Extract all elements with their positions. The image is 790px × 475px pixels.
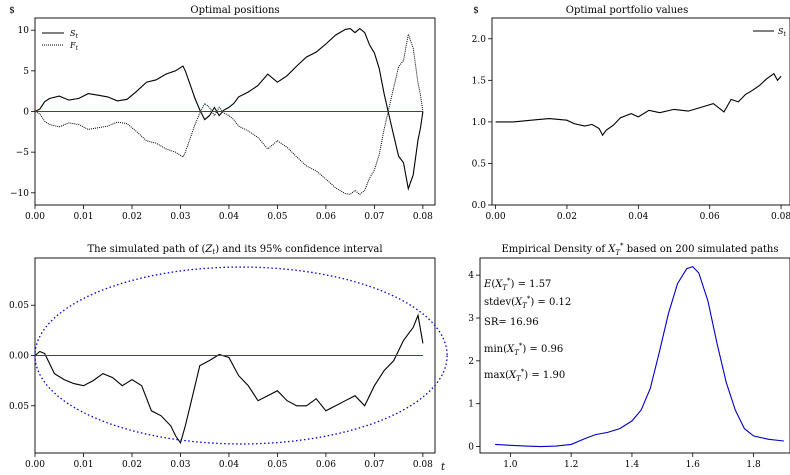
x-tick-label: 0.02	[557, 212, 577, 222]
series-z-t	[34, 313, 424, 445]
y-tick-label: 3	[468, 314, 474, 324]
series-s-t	[495, 72, 782, 137]
y-tick-label: 10	[18, 26, 30, 36]
y-tick-label: 0.05	[9, 402, 29, 412]
series-s-t	[34, 27, 424, 191]
x-tick-label: 0.01	[73, 460, 93, 470]
series-f-t	[34, 32, 424, 196]
x-tick-label: 0.03	[170, 212, 190, 222]
y-tick-label: 1	[468, 400, 474, 410]
y-tick-label: 0.0	[472, 201, 487, 211]
plot-frame	[491, 17, 790, 206]
legend: St	[753, 27, 786, 38]
x-tick-label: 0.00	[486, 212, 506, 222]
x-tick-label: 0.03	[170, 460, 190, 470]
x-tick-label: 0.01	[73, 212, 93, 222]
plot-frame	[479, 257, 790, 454]
y-tick-label: 0.5	[472, 159, 487, 169]
legend-label-s: St	[778, 27, 786, 38]
plot-marks: 1.0 1.2 1.4 1.6 1.8 0 1 2 3 4	[468, 265, 784, 470]
panel-title: Optimal portfolio values	[566, 5, 688, 16]
x-tick-label: 0.08	[413, 212, 433, 222]
y-tick-label: 0	[468, 443, 474, 453]
y-tick-label: 0	[23, 108, 29, 118]
panel-title: Empirical Density of XT* based on 200 si…	[501, 242, 778, 257]
y-tick-label: 5	[23, 67, 29, 77]
x-tick-label: 0.08	[413, 460, 433, 470]
x-tick-label: 1.2	[564, 460, 578, 470]
legend: St Ft	[42, 29, 79, 52]
x-tick-label: 0.00	[25, 212, 45, 222]
y-axis-label: $	[473, 6, 479, 16]
panel-title: Optimal positions	[190, 5, 279, 16]
y-tick-label: 0.00	[9, 352, 29, 362]
x-tick-label: 0.08	[771, 212, 790, 222]
annotation-min: min(XT*) = 0.96	[484, 342, 563, 357]
x-tick-label: 0.00	[25, 460, 45, 470]
panel-optimal-positions: Optimal positions $ 0.00 0.01 0.02 0.03 0.04…	[9, 5, 436, 222]
panel-empirical-density: Empirical Density of XT* based on 200 si…	[468, 242, 790, 470]
x-tick-label: 0.07	[364, 460, 384, 470]
y-tick-label: −10	[10, 189, 29, 199]
plot-marks: 0.00 0.01 0.02 0.03 0.04 0.05 0.06 0.07 0.08 0.05…	[9, 266, 448, 470]
y-tick-label: 0.05	[9, 301, 29, 311]
x-axis-label: t	[441, 462, 446, 473]
y-tick-label: 4	[468, 271, 474, 281]
y-tick-label: 1.0	[472, 118, 487, 128]
x-tick-label: 0.02	[122, 460, 142, 470]
annotation-mean: E(XT*) = 1.57	[483, 277, 551, 292]
x-tick-label: 1.8	[746, 460, 761, 470]
x-tick-label: 0.04	[219, 212, 239, 222]
x-tick-label: 0.05	[267, 212, 287, 222]
x-tick-label: 0.06	[700, 212, 720, 222]
legend-label-f: Ft	[69, 41, 79, 52]
legend-label-s: St	[70, 29, 78, 40]
panel-simulated-path: The simulated path of (Zt) and its 95% c…	[9, 244, 448, 473]
x-tick-label: 0.04	[628, 212, 648, 222]
y-tick-label: 1.5	[472, 76, 487, 86]
plot-marks: 0.00 0.02 0.04 0.06 0.08 0.0 0.5 1.0 1.5 2.0	[472, 35, 790, 222]
stats-annotations: E(XT*) = 1.57 stdev(XT*) = 0.12 SR= 16.9…	[483, 277, 571, 383]
x-tick-label: 0.02	[122, 212, 142, 222]
x-tick-label: 0.05	[267, 460, 287, 470]
y-tick-label: 2.0	[472, 35, 487, 45]
x-tick-label: 1.0	[503, 460, 518, 470]
x-tick-label: 0.04	[219, 460, 239, 470]
x-tick-label: 1.4	[625, 460, 640, 470]
x-tick-label: 0.07	[364, 212, 384, 222]
y-tick-label: −5	[16, 148, 30, 158]
y-axis-label: $	[9, 6, 15, 16]
x-tick-label: 0.06	[316, 212, 336, 222]
annotation-max: max(XT*) = 1.90	[484, 368, 565, 383]
x-tick-label: 1.6	[686, 460, 701, 470]
panel-title: The simulated path of (Zt) and its 95% c…	[87, 244, 382, 256]
x-tick-label: 0.06	[316, 460, 336, 470]
annotation-stdev: stdev(XT*) = 0.12	[484, 295, 571, 310]
plot-marks: 0.00 0.01 0.02 0.03 0.04 0.05 0.06 0.07 0.08 −10 −…	[10, 26, 433, 222]
density-curve	[495, 265, 784, 448]
panel-portfolio-values: Optimal portfolio values $ 0.00 0.02 0.04 0…	[472, 5, 790, 222]
y-tick-label: 2	[468, 357, 474, 367]
annotation-sr: SR= 16.96	[484, 317, 539, 328]
